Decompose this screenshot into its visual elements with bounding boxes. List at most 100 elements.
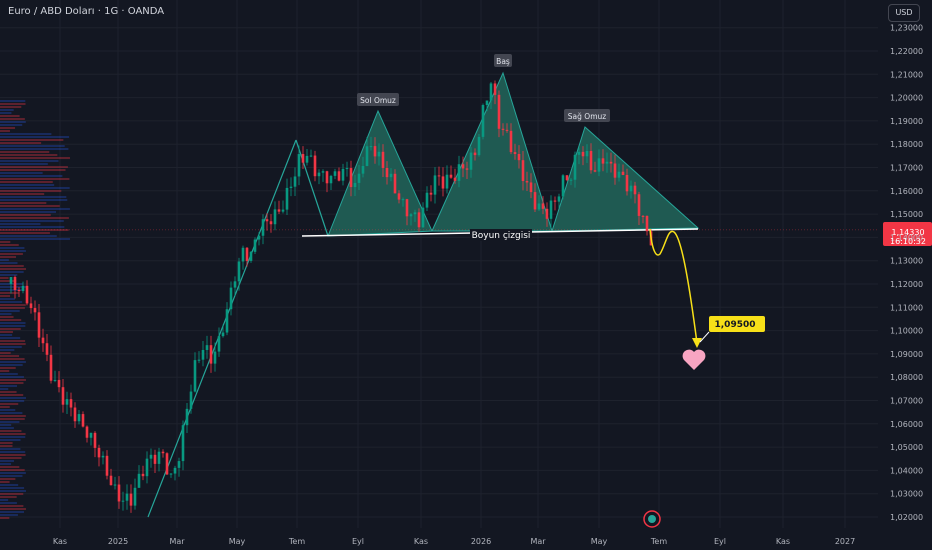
candle bbox=[173, 467, 177, 474]
profile-bar bbox=[0, 250, 26, 252]
profile-bar bbox=[0, 139, 64, 141]
profile-bar bbox=[0, 211, 57, 213]
profile-bar bbox=[0, 151, 50, 153]
candle bbox=[485, 100, 489, 106]
profile-bar bbox=[0, 346, 22, 348]
y-tick-label: 1,06000 bbox=[890, 420, 923, 429]
profile-bar bbox=[0, 109, 14, 111]
y-tick-label: 1,12000 bbox=[890, 280, 923, 289]
profile-bar bbox=[0, 457, 22, 459]
profile-bar bbox=[0, 391, 17, 393]
bas-label bbox=[494, 54, 512, 67]
candle bbox=[409, 214, 413, 217]
x-tick-label: Mar bbox=[169, 537, 185, 546]
neckline-label-text: Boyun çizgisi bbox=[472, 231, 531, 241]
profile-bar bbox=[0, 169, 66, 171]
candle bbox=[541, 203, 545, 209]
candle bbox=[233, 281, 237, 288]
candle bbox=[433, 175, 437, 195]
y-tick-label: 1,07000 bbox=[890, 397, 923, 406]
candle bbox=[493, 83, 497, 95]
candle bbox=[605, 161, 609, 164]
candle bbox=[177, 461, 181, 468]
profile-bar bbox=[0, 295, 11, 297]
candle bbox=[425, 192, 429, 208]
candle bbox=[533, 192, 537, 210]
profile-bar bbox=[0, 244, 19, 246]
candle bbox=[577, 151, 581, 155]
candle bbox=[413, 212, 417, 215]
profile-bar bbox=[0, 454, 26, 456]
candlestick-series bbox=[9, 80, 653, 513]
profile-bar bbox=[0, 208, 70, 210]
candle bbox=[389, 173, 393, 178]
profile-bar bbox=[0, 514, 18, 516]
sag-omuz-label bbox=[564, 109, 610, 122]
profile-bar bbox=[0, 340, 26, 342]
candle bbox=[161, 451, 165, 454]
y-tick-label: 1,04000 bbox=[890, 466, 923, 475]
profile-bar bbox=[0, 301, 23, 303]
candle bbox=[105, 455, 109, 476]
profile-bar bbox=[0, 415, 26, 417]
candle bbox=[617, 171, 621, 178]
candle bbox=[213, 351, 217, 364]
profile-bar bbox=[0, 442, 13, 444]
y-tick-label: 1,20000 bbox=[890, 94, 923, 103]
profile-bar bbox=[0, 493, 24, 495]
profile-bar bbox=[0, 199, 68, 201]
profile-bar bbox=[0, 466, 20, 468]
candle bbox=[629, 185, 633, 192]
profile-bar bbox=[0, 172, 43, 174]
candle bbox=[73, 407, 77, 422]
profile-bar bbox=[0, 226, 65, 228]
y-tick-label: 1,11000 bbox=[890, 303, 923, 312]
profile-bar bbox=[0, 409, 16, 411]
candle bbox=[417, 212, 421, 228]
profile-bar bbox=[0, 238, 70, 240]
profile-bar bbox=[0, 313, 12, 315]
profile-bar bbox=[0, 118, 25, 120]
candle bbox=[41, 337, 45, 344]
profile-bar bbox=[0, 217, 69, 219]
candle bbox=[261, 219, 265, 236]
y-tick-label: 1,08000 bbox=[890, 373, 923, 382]
profile-bar bbox=[0, 418, 25, 420]
candle bbox=[357, 173, 361, 183]
profile-bar bbox=[0, 364, 23, 366]
currency-button[interactable]: USD bbox=[888, 4, 920, 22]
profile-bar bbox=[0, 142, 42, 144]
profile-bar bbox=[0, 232, 50, 234]
candle bbox=[145, 458, 149, 477]
profile-bar bbox=[0, 190, 62, 192]
profile-bar bbox=[0, 424, 12, 426]
candle bbox=[625, 174, 629, 192]
candle bbox=[341, 168, 345, 181]
profile-bar bbox=[0, 298, 15, 300]
profile-bar bbox=[0, 439, 21, 441]
x-tick-label: 2026 bbox=[471, 537, 491, 546]
profile-bar bbox=[0, 427, 14, 429]
candle bbox=[21, 285, 25, 292]
profile-bar bbox=[0, 352, 11, 354]
candle bbox=[621, 171, 625, 175]
candle bbox=[457, 164, 461, 181]
profile-bar bbox=[0, 181, 53, 183]
profile-bar bbox=[0, 268, 26, 270]
candle bbox=[585, 150, 589, 157]
profile-bar bbox=[0, 103, 26, 105]
profile-bar bbox=[0, 406, 10, 408]
profile-bar bbox=[0, 448, 21, 450]
candle bbox=[441, 176, 445, 189]
profile-bar bbox=[0, 349, 15, 351]
candle bbox=[93, 432, 97, 448]
chart-grid bbox=[0, 0, 878, 528]
candle bbox=[561, 175, 565, 197]
candle bbox=[65, 399, 69, 405]
x-tick-label: Kas bbox=[53, 537, 67, 546]
candle bbox=[349, 168, 353, 188]
candle bbox=[369, 146, 373, 148]
profile-bar bbox=[0, 358, 25, 360]
candle bbox=[25, 285, 29, 304]
